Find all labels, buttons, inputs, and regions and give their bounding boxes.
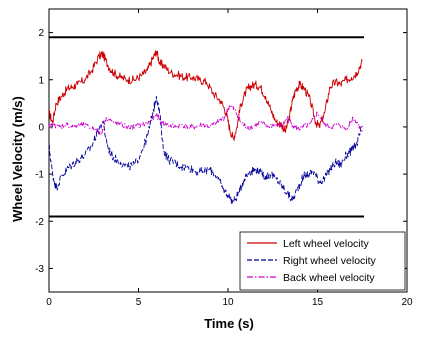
x-tick-label: 20: [401, 297, 413, 308]
y-tick-label: -2: [35, 217, 44, 228]
left-wheel-velocity-line: [48, 50, 363, 142]
y-tick-label: 0: [38, 122, 44, 133]
ticks: 0 5 10 15 20 -3 -2 -1 0 1 2: [35, 9, 413, 308]
x-tick-label: 10: [222, 297, 234, 308]
legend-label-back-wheel-velocity: Back wheel velocity: [283, 272, 375, 284]
legend: Left wheel velocity Right wheel velocity B…: [239, 231, 406, 291]
y-tick-label: 2: [38, 28, 44, 39]
back-wheel-velocity-line: [48, 105, 363, 135]
x-tick-label: 15: [312, 297, 324, 308]
x-axis-title: Time (s): [204, 316, 254, 331]
y-tick-label: -1: [35, 170, 44, 181]
y-tick-label: 1: [38, 75, 44, 86]
x-tick-label: 5: [136, 297, 142, 308]
legend-box: [239, 231, 406, 291]
y-tick-label: -3: [35, 264, 44, 275]
y-axis-title: Wheel Velocity (m/s): [10, 96, 25, 222]
legend-label-left-wheel-velocity: Left wheel velocity: [283, 238, 370, 250]
x-tick-label: 0: [46, 297, 52, 308]
right-wheel-velocity-line: [48, 95, 363, 204]
data-lines: [48, 36, 365, 218]
legend-label-right-wheel-velocity: Right wheel velocity: [283, 255, 377, 267]
